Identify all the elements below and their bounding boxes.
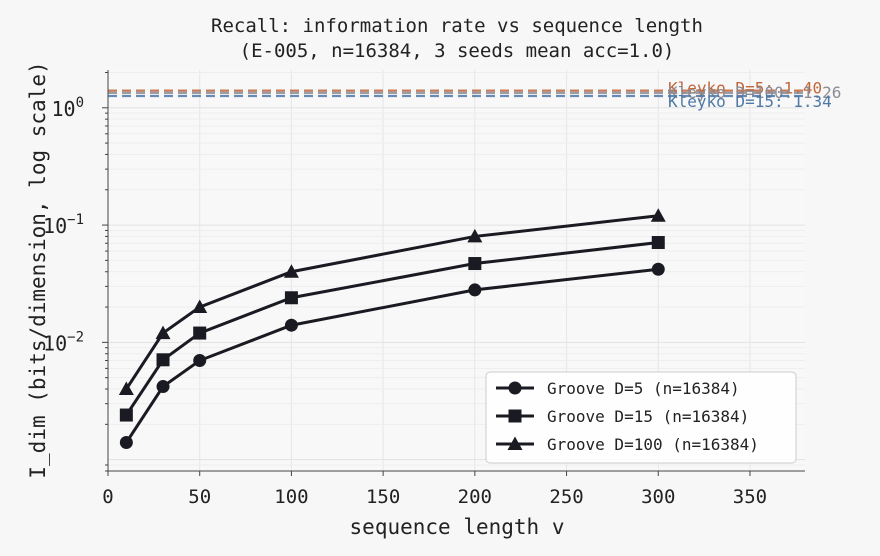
y-tick-label: 10−1 [43, 212, 84, 238]
reference-line-label: Kleyko D=100: 1.26 [668, 83, 841, 102]
data-point-triangle [467, 228, 483, 243]
x-tick-label: 100 [274, 486, 308, 508]
x-tick-label: 50 [188, 486, 211, 508]
legend: Groove D=5 (n=16384) Groove D=15 (n=16384… [485, 371, 797, 464]
x-tick-label: 300 [641, 486, 675, 508]
legend-label: Groove D=100 (n=16384) [547, 435, 759, 454]
data-point-triangle [192, 299, 208, 314]
data-point-circle [119, 435, 133, 449]
y-axis-label: I_dim (bits/dimension, log scale) [26, 61, 50, 478]
data-point-square [284, 291, 298, 305]
y-tick-exponent: −1 [67, 212, 84, 228]
legend-box [485, 371, 797, 464]
data-point-circle [468, 283, 482, 297]
data-point-triangle [118, 381, 134, 396]
data-point-square [651, 236, 665, 250]
data-point-triangle [155, 325, 171, 340]
data-point-triangle [283, 264, 299, 278]
series-line [125, 267, 659, 444]
data-point-triangle [650, 208, 666, 222]
legend-label: Groove D=5 (n=16384) [547, 379, 740, 398]
data-point-circle [156, 380, 170, 394]
data-point-triangle [507, 436, 523, 450]
data-point-square [156, 353, 170, 367]
chart-title: Recall: information rate vs sequence len… [211, 15, 703, 37]
chart-subtitle: (E-005, n=16384, 3 seeds mean acc=1.0) [240, 40, 675, 62]
data-point-circle [508, 381, 522, 395]
data-point-square [119, 408, 133, 422]
data-point-circle [193, 354, 207, 368]
x-tick-label: 200 [458, 486, 492, 508]
data-point-square [193, 326, 207, 340]
series-line-group [119, 236, 665, 422]
data-point-circle [284, 318, 298, 332]
data-point-square [468, 257, 482, 271]
series-line [125, 241, 659, 416]
reference-line-label: Kleyko D=15: 1.34 [668, 92, 832, 111]
series-layer [118, 208, 666, 449]
x-tick-label: 150 [366, 486, 400, 508]
x-ticks: 0 50 100 150 200 250 300 350 [102, 471, 767, 508]
series-line [125, 214, 659, 390]
x-tick-label: 350 [733, 486, 767, 508]
x-tick-label: 250 [549, 486, 583, 508]
data-point-square [508, 409, 522, 423]
x-tick-label: 0 [102, 486, 113, 508]
legend-label: Groove D=15 (n=16384) [547, 407, 749, 426]
data-point-circle [651, 262, 665, 276]
y-tick-exponent: −2 [67, 329, 84, 345]
series-line-group [118, 208, 666, 396]
y-tick-exponent: 0 [76, 95, 84, 111]
x-axis-label: sequence length v [350, 515, 565, 539]
series-line-group [119, 262, 665, 449]
